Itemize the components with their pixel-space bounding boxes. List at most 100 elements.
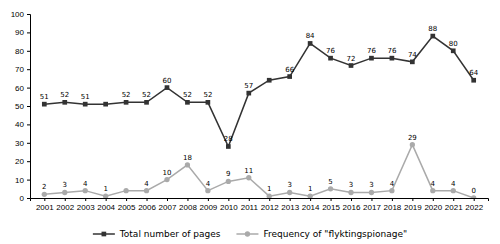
x-tick-label: 2017	[363, 203, 381, 212]
series-point	[287, 190, 292, 195]
y-tick-mark	[27, 14, 30, 15]
x-tick-label: 2019	[404, 203, 422, 212]
series-point	[267, 78, 272, 83]
data-label: 29	[408, 134, 417, 142]
y-tick: 100	[11, 10, 30, 19]
y-tick: 40	[15, 120, 30, 129]
x-tick-mark	[44, 198, 45, 201]
series-point	[430, 188, 435, 193]
y-tick-mark	[27, 198, 30, 199]
x-tick-mark	[310, 198, 311, 201]
data-label: 52	[60, 91, 69, 99]
x-tick: 2017	[363, 198, 381, 212]
y-axis-line	[27, 15, 31, 199]
data-label: 4	[144, 180, 149, 188]
x-tick: 2013	[281, 198, 299, 212]
y-tick-mark	[27, 69, 30, 70]
series-point	[42, 102, 47, 107]
series-point	[83, 102, 88, 107]
x-tick: 2016	[343, 198, 361, 212]
legend-marker	[102, 232, 107, 237]
series-point	[471, 195, 476, 198]
data-label: 9	[226, 170, 230, 178]
y-tick: 70	[15, 65, 30, 74]
y-tick-label: 80	[15, 47, 24, 56]
series-point	[62, 100, 67, 105]
data-label: 10	[163, 169, 172, 177]
x-tick: 2004	[97, 198, 115, 212]
data-label: 66	[285, 66, 294, 74]
x-tick-mark	[228, 198, 229, 201]
x-tick-mark	[331, 198, 332, 201]
data-label: 18	[183, 154, 192, 162]
data-label: 51	[40, 93, 49, 101]
series-point	[287, 74, 292, 79]
x-tick-label: 2007	[159, 203, 177, 212]
data-label: 76	[387, 47, 396, 55]
x-tick-mark	[85, 198, 86, 201]
data-label: 57	[244, 82, 253, 90]
x-tick: 2006	[138, 198, 156, 212]
x-tick: 2005	[118, 198, 136, 212]
x-tick-mark	[290, 198, 291, 201]
x-tick: 2007	[159, 198, 177, 212]
x-tick-label: 2013	[281, 203, 299, 212]
data-label: 4	[451, 180, 456, 188]
series-point	[144, 188, 149, 193]
x-tick-mark	[412, 198, 413, 201]
series-point	[308, 41, 313, 46]
y-tick: 60	[15, 84, 30, 93]
y-tick-mark	[27, 51, 30, 52]
x-tick-label: 2010	[220, 203, 238, 212]
x-tick-label: 2003	[77, 203, 95, 212]
data-label: 0	[471, 187, 475, 195]
x-tick-label: 2022	[465, 203, 483, 212]
x-tick-mark	[249, 198, 250, 201]
y-tick-mark	[27, 124, 30, 125]
series-point	[348, 190, 353, 195]
y-axis: 0102030405060708090100	[11, 10, 31, 203]
series-line	[44, 36, 473, 146]
x-tick-label: 2006	[138, 203, 156, 212]
y-tick: 90	[15, 28, 30, 37]
data-label: 4	[206, 180, 211, 188]
series-point	[369, 190, 374, 195]
series-point	[124, 100, 129, 105]
series-point	[123, 188, 128, 193]
x-tick: 2003	[77, 198, 95, 212]
x-tick: 2018	[384, 198, 402, 212]
y-tick-mark	[27, 88, 30, 89]
x-tick-mark	[474, 198, 475, 201]
data-label: 76	[326, 47, 335, 55]
legend-label: Total number of pages	[119, 229, 221, 239]
series-point	[226, 144, 231, 149]
data-label: 3	[369, 181, 373, 189]
y-tick-mark	[27, 143, 30, 144]
series-point	[451, 48, 456, 53]
series-point	[267, 194, 272, 198]
y-tick-label: 10	[15, 176, 24, 185]
x-tick-label: 2018	[384, 203, 402, 212]
data-label: 3	[63, 181, 67, 189]
data-label: 72	[347, 55, 356, 63]
legend-label: Frequency of "flyktingspionage"	[263, 229, 407, 239]
x-tick-mark	[371, 198, 372, 201]
legend-item: Total number of pages	[93, 229, 221, 239]
x-tick-mark	[167, 198, 168, 201]
x-tick-mark	[106, 198, 107, 201]
series-point	[185, 162, 190, 167]
series-point	[369, 56, 374, 61]
series-point	[165, 85, 170, 90]
series-line	[44, 145, 473, 198]
data-label: 3	[349, 181, 353, 189]
x-tick-mark	[453, 198, 454, 201]
series-point	[390, 56, 395, 61]
series-point	[410, 59, 415, 64]
series-point	[226, 179, 231, 184]
y-tick: 10	[15, 176, 30, 185]
data-label: 74	[408, 51, 417, 59]
series-point	[307, 194, 312, 198]
data-label: 51	[81, 93, 90, 101]
x-tick-label: 2008	[179, 203, 197, 212]
y-tick-label: 70	[15, 65, 24, 74]
